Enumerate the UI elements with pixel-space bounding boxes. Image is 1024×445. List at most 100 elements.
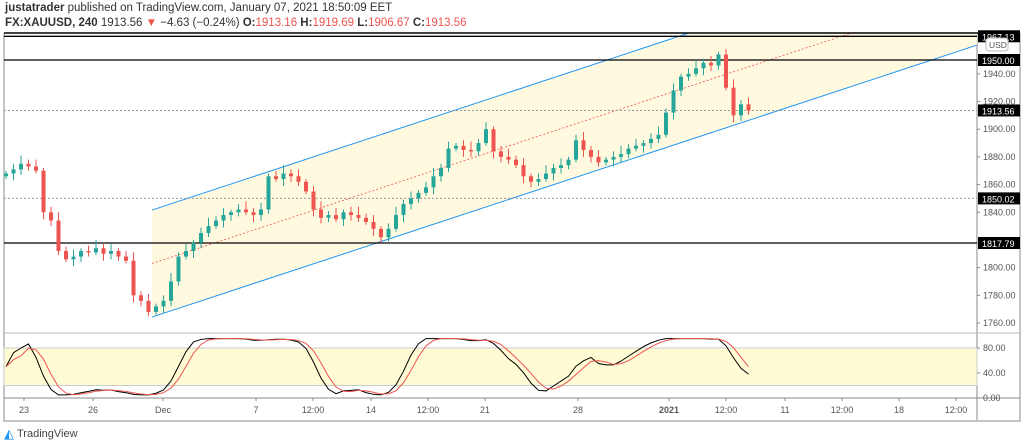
candle-body bbox=[49, 212, 53, 221]
candle-body bbox=[544, 173, 548, 180]
candle-body bbox=[386, 228, 391, 238]
stoch-d-line bbox=[5, 338, 749, 396]
price-label-bg bbox=[978, 54, 1020, 66]
time-tick-label: 2021 bbox=[659, 405, 679, 415]
candle-body bbox=[731, 87, 736, 116]
price-tick-label: 1760.00 bbox=[983, 318, 1016, 328]
stoch-tick-label: 0.00 bbox=[983, 393, 1001, 403]
candle-body bbox=[221, 215, 226, 221]
candle-body bbox=[394, 215, 398, 229]
price-label-bg bbox=[978, 192, 1020, 205]
candle-body bbox=[199, 233, 203, 243]
candle-body bbox=[41, 170, 46, 213]
candle-body bbox=[379, 228, 383, 238]
price-label-bg bbox=[978, 237, 1020, 250]
symbol[interactable]: FX:XAUUSD, 240 bbox=[5, 17, 98, 29]
candle-body bbox=[124, 256, 128, 261]
candle-body bbox=[604, 159, 608, 163]
candle-body bbox=[574, 140, 578, 160]
candle-body bbox=[326, 215, 331, 218]
candle-body bbox=[266, 176, 271, 210]
candle-body bbox=[19, 163, 23, 170]
candle-body bbox=[184, 251, 188, 257]
close-label: C: bbox=[412, 17, 425, 29]
price-label: 1850.02 bbox=[982, 194, 1015, 204]
candle-body bbox=[619, 154, 623, 157]
time-tick-label: 21 bbox=[480, 405, 490, 415]
candle-body bbox=[476, 143, 481, 152]
candle-body bbox=[236, 209, 241, 213]
candle-body bbox=[724, 54, 728, 88]
candle-body bbox=[641, 143, 646, 146]
candle-body bbox=[566, 159, 571, 166]
candle-body bbox=[79, 251, 83, 257]
tradingview-logo[interactable]: ◭ TradingView bbox=[4, 426, 78, 442]
change: −4.63 (−0.24%) bbox=[160, 17, 240, 29]
time-tick-label: 23 bbox=[19, 405, 29, 415]
candle-body bbox=[716, 54, 721, 66]
candle-body bbox=[686, 73, 691, 77]
candle-body bbox=[499, 151, 503, 157]
brand-name: TradingView bbox=[17, 428, 78, 440]
publish-text: published on TradingView.com, January 07… bbox=[67, 2, 393, 14]
time-tick-label: 12:00 bbox=[715, 405, 738, 415]
high-label: H: bbox=[300, 17, 313, 29]
low-label: L: bbox=[357, 17, 369, 29]
price-label: 1967.13 bbox=[982, 32, 1015, 42]
candle-body bbox=[401, 203, 406, 216]
candle-body bbox=[596, 156, 601, 163]
candle-body bbox=[416, 192, 421, 199]
close-value: 1913.56 bbox=[425, 17, 467, 29]
candle-body bbox=[559, 165, 563, 168]
candle-body bbox=[131, 260, 136, 296]
candle-body bbox=[461, 145, 466, 150]
candle-body bbox=[679, 76, 683, 91]
price-tick-label: 1840.00 bbox=[983, 207, 1016, 217]
candle-body bbox=[319, 209, 323, 218]
candle-body bbox=[529, 176, 533, 182]
candle-body bbox=[109, 251, 113, 254]
price-label: 1817.79 bbox=[982, 239, 1015, 249]
candle-body bbox=[431, 176, 436, 188]
tradingview-icon: ◭ bbox=[4, 426, 14, 441]
candle-body bbox=[304, 181, 308, 192]
author[interactable]: justatrader bbox=[5, 2, 65, 14]
channel-median-line bbox=[151, 0, 953, 264]
candle-body bbox=[146, 300, 151, 312]
candle-body bbox=[371, 221, 376, 229]
candle-body bbox=[664, 112, 668, 135]
candle-body bbox=[169, 281, 173, 301]
candle-body bbox=[671, 90, 676, 113]
time-tick-label: Dec bbox=[155, 405, 172, 415]
candle-body bbox=[94, 248, 98, 253]
candle-body bbox=[101, 248, 106, 254]
stoch-tick-label: 40.00 bbox=[983, 368, 1006, 378]
price-label-bg bbox=[978, 104, 1020, 117]
high-value: 1919.69 bbox=[312, 17, 355, 29]
candle-body bbox=[694, 68, 698, 74]
candle-body bbox=[514, 159, 518, 166]
candle-body bbox=[709, 62, 713, 66]
candle-body bbox=[334, 215, 338, 220]
price-tick-label: 1780.00 bbox=[983, 290, 1016, 300]
candle-body bbox=[34, 166, 38, 171]
candle-body bbox=[154, 306, 158, 312]
candle-body bbox=[589, 149, 593, 157]
candle-body bbox=[649, 138, 653, 144]
symbol-legend: FX:XAUUSD, 240 1913.56 ▼ −4.63 (−0.24%) … bbox=[5, 17, 467, 29]
candle-body bbox=[536, 179, 541, 182]
channel-lower-line bbox=[151, 44, 978, 318]
candle-body bbox=[701, 62, 706, 69]
candle-body bbox=[116, 251, 121, 257]
candle-body bbox=[581, 140, 586, 150]
candle-body bbox=[364, 217, 368, 222]
candle-body bbox=[551, 167, 556, 174]
currency-label: USD bbox=[989, 40, 1007, 50]
candle-body bbox=[289, 173, 293, 177]
candle-body bbox=[341, 212, 346, 220]
candle-body bbox=[4, 173, 8, 177]
channel-fill bbox=[152, 0, 977, 318]
candle-body bbox=[484, 129, 488, 144]
open-label: O: bbox=[242, 17, 256, 29]
